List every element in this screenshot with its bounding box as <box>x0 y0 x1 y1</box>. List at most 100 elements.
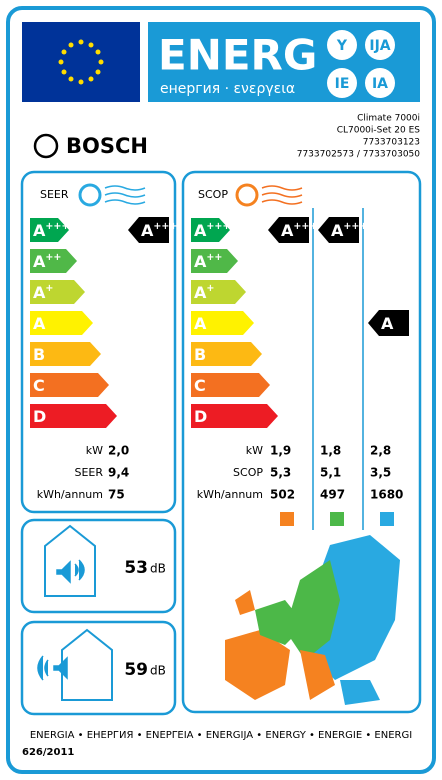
class-label: A+++ <box>141 221 178 240</box>
class-letter: D <box>33 407 46 426</box>
model-line: 7733702573 / 7733703050 <box>297 150 421 160</box>
class-letter: A <box>194 314 207 333</box>
class-sup: ++ <box>45 252 61 263</box>
suffix-circle <box>365 30 395 60</box>
row-value: 75 <box>108 488 125 502</box>
class-arrow <box>30 404 117 428</box>
row-value: 5,3 <box>270 466 291 480</box>
class-letter: A <box>33 314 46 333</box>
noise-value: 59 <box>124 660 148 680</box>
class-letter: C <box>33 376 45 395</box>
class-letter: A <box>331 221 344 240</box>
class-arrow <box>191 280 246 304</box>
class-letter: A <box>194 221 207 240</box>
suffix-circle <box>327 30 357 60</box>
class-arrow <box>191 373 270 397</box>
row-value: 3,5 <box>370 466 391 480</box>
indoor-noise-panel <box>20 518 177 614</box>
zone-color <box>280 512 294 526</box>
panel-label: SEER <box>40 188 69 201</box>
model-line: Climate 7000i <box>357 114 420 124</box>
class-sup: ++ <box>206 252 222 263</box>
class-arrow <box>30 249 77 273</box>
class-label: D <box>33 407 46 426</box>
class-sup: + <box>206 283 214 294</box>
class-letter: A <box>281 221 294 240</box>
model-line: 7733703123 <box>363 138 420 148</box>
class-label: C <box>194 376 206 395</box>
class-arrow <box>30 373 109 397</box>
class-letter: A <box>381 314 394 333</box>
class-label: A++ <box>33 252 61 271</box>
heating-fan-icon <box>235 183 259 207</box>
zone-color <box>380 512 394 526</box>
class-arrow <box>191 249 238 273</box>
row-value: 5,1 <box>320 466 341 480</box>
noise-unit: dB <box>150 562 166 576</box>
class-label: A+ <box>194 283 214 302</box>
class-letter: C <box>194 376 206 395</box>
class-label: A <box>194 314 207 333</box>
class-arrow <box>191 342 262 366</box>
row-label: SEER <box>74 466 103 479</box>
noise-value: 53 <box>124 558 148 578</box>
class-label: A+++ <box>281 221 318 240</box>
row-value: 2,8 <box>370 444 391 458</box>
noise-unit: dB <box>150 664 166 678</box>
row-label: kW <box>86 444 103 457</box>
row-value: 1680 <box>370 488 403 502</box>
bosch-logo <box>33 133 59 159</box>
row-label: SCOP <box>233 466 263 479</box>
panel-label: SCOP <box>198 188 228 201</box>
heating-waves <box>261 185 303 205</box>
class-sup: + <box>45 283 53 294</box>
row-label: kWh/annum <box>37 488 103 501</box>
class-letter: B <box>33 345 45 364</box>
europe-map <box>225 535 400 705</box>
class-sup: +++ <box>153 221 177 232</box>
class-sup: +++ <box>343 221 367 232</box>
indoor-house-icon <box>44 524 96 597</box>
class-label: A <box>381 314 394 333</box>
class-label: B <box>194 345 206 364</box>
suffix: IE <box>335 76 350 92</box>
class-arrow <box>30 280 85 304</box>
class-arrow <box>30 342 101 366</box>
cooling-waves <box>104 185 146 205</box>
eu-flag <box>22 22 140 102</box>
eu-stars <box>58 39 104 85</box>
regulation: 626/2011 <box>22 747 74 758</box>
class-letter: A <box>141 221 154 240</box>
row-value: 502 <box>270 488 295 502</box>
class-label: A++ <box>194 252 222 271</box>
class-arrow <box>191 311 254 335</box>
suffix: IJA <box>369 38 390 54</box>
class-label: A+++ <box>194 221 231 240</box>
row-value: 497 <box>320 488 345 502</box>
class-label: A+++ <box>331 221 368 240</box>
footer-languages: ENERGIA • ЕНЕРГИЯ • ΕΝΕΡΓΕΙΑ • ENERGIJA … <box>30 730 412 741</box>
class-letter: A <box>33 252 46 271</box>
row-value: 1,8 <box>320 444 341 458</box>
class-letter: B <box>194 345 206 364</box>
suffix-circle <box>327 68 357 98</box>
outdoor-speaker <box>37 655 68 681</box>
class-label: C <box>33 376 45 395</box>
row-value: 9,4 <box>108 466 129 480</box>
heating-panel <box>181 170 422 714</box>
class-label: A+++ <box>33 221 70 240</box>
suffix: Y <box>336 38 348 54</box>
class-letter: D <box>194 407 207 426</box>
class-sup: +++ <box>45 221 69 232</box>
indicator-arrow <box>368 310 409 336</box>
class-letter: A <box>33 221 46 240</box>
class-sup: +++ <box>293 221 317 232</box>
class-label: B <box>33 345 45 364</box>
outdoor-house-icon <box>61 628 113 701</box>
brand: BOSCH <box>66 134 148 158</box>
class-letter: A <box>194 283 207 302</box>
class-arrow <box>191 218 230 242</box>
cooling-panel <box>20 170 177 514</box>
model-line: CL7000i-Set 20 ES <box>337 126 421 136</box>
